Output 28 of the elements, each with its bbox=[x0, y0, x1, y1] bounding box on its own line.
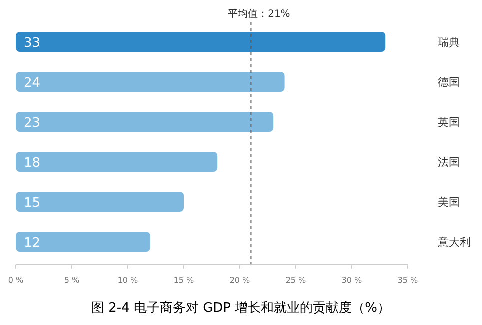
y-tick-label: 德国 bbox=[438, 76, 460, 89]
bar bbox=[16, 32, 386, 52]
bar bbox=[16, 232, 150, 252]
x-tick-label: 35 % bbox=[398, 276, 419, 285]
y-tick-label: 法国 bbox=[438, 156, 460, 169]
text: 图 2-4 电子商务对 GDP 增长和就业的贡献度（%） bbox=[91, 300, 391, 316]
data-label: 15 bbox=[24, 196, 41, 211]
y-tick-label: 意大利 bbox=[437, 236, 471, 249]
data-label: 24 bbox=[24, 76, 41, 91]
y-tick-label: 瑞典 bbox=[438, 36, 460, 49]
x-tick-label: 25 % bbox=[286, 276, 307, 285]
x-tick-label: 30 % bbox=[342, 276, 363, 285]
x-tick-label: 15 % bbox=[174, 276, 195, 285]
data-label: 12 bbox=[24, 236, 41, 251]
data-label: 23 bbox=[24, 116, 41, 131]
data-label: 33 bbox=[24, 36, 41, 51]
data-label: 18 bbox=[24, 156, 41, 171]
bar bbox=[16, 112, 274, 132]
y-tick-label: 英国 bbox=[438, 116, 460, 129]
bar bbox=[16, 192, 184, 212]
x-tick-label: 5 % bbox=[64, 276, 80, 285]
x-tick-label: 10 % bbox=[118, 276, 139, 285]
bar bbox=[16, 72, 285, 92]
ref-line-label: 平均值：21% bbox=[228, 8, 290, 20]
y-tick-label: 美国 bbox=[438, 196, 460, 209]
bar bbox=[16, 152, 218, 172]
x-tick-label: 20 % bbox=[230, 276, 251, 285]
x-tick-label: 0 % bbox=[8, 276, 24, 285]
